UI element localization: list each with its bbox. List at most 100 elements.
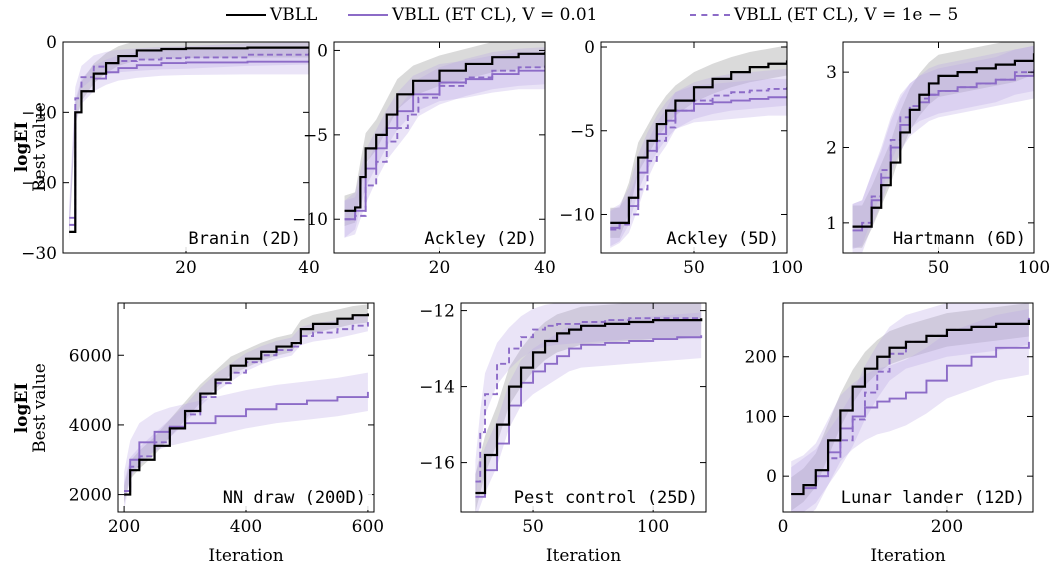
x-tick-label: 200 xyxy=(108,517,140,537)
confidence-band xyxy=(124,313,368,501)
series-line xyxy=(124,391,369,493)
legend-swatch-solid-black xyxy=(226,14,266,16)
y-tick-label: −14 xyxy=(419,378,455,398)
confidence-band xyxy=(124,304,368,504)
y-tick-label: −12 xyxy=(419,302,455,322)
x-tick-label: 50 xyxy=(522,517,544,537)
confidence-band xyxy=(344,42,545,226)
x-tick-label: 20 xyxy=(175,258,197,278)
title-box xyxy=(835,484,1031,510)
chart-title: Pest control (25D) xyxy=(514,488,698,508)
y-tick-label: 2 xyxy=(826,139,837,159)
x-tick-label: 50 xyxy=(928,258,950,278)
confidence-band xyxy=(852,45,1034,250)
x-tick-label: 50 xyxy=(683,258,705,278)
x-tick-label: 0 xyxy=(778,517,789,537)
title-box xyxy=(418,225,543,251)
x-axis-label: Iteration xyxy=(870,546,945,566)
chart-title: Lunar lander (12D) xyxy=(841,488,1025,508)
row-label-bold: logEI xyxy=(12,122,32,173)
chart-panel: 50 100 1 2 3 Hartmann (6D) xyxy=(826,41,1050,278)
x-tick-label: 100 xyxy=(771,258,803,278)
chart-title: Ackley (2D) xyxy=(424,229,537,249)
series-line xyxy=(344,52,545,212)
y-tick-label: −10 xyxy=(21,103,57,123)
plot-area xyxy=(124,304,370,511)
chart-title: Ackley (5D) xyxy=(666,229,779,249)
series-line xyxy=(69,60,309,226)
y-tick-label: 0 xyxy=(46,33,57,53)
legend: VBLL VBLL (ET CL), V = 0.01 VBLL (ET CL)… xyxy=(0,0,1050,30)
y-tick-label: 6000 xyxy=(69,346,112,366)
y-tick-label: −20 xyxy=(21,174,57,194)
x-tick-label: 200 xyxy=(931,517,963,537)
y-tick-label: 0 xyxy=(766,467,777,487)
y-tick-label: 3 xyxy=(826,63,837,83)
confidence-band xyxy=(344,52,545,238)
series-line xyxy=(475,317,702,483)
series-line xyxy=(124,313,370,496)
x-axis-label: Iteration xyxy=(208,546,283,566)
x-axis-label: Iteration xyxy=(546,546,621,566)
legend-item-et-1e5: VBLL (ET CL), V = 1e − 5 xyxy=(690,3,958,27)
chart-title: NN draw (200D) xyxy=(223,488,366,508)
plot-area xyxy=(344,42,545,238)
y-tick-label: 1 xyxy=(826,214,837,234)
legend-label: VBLL (ET CL), V = 0.01 xyxy=(392,5,598,25)
y-tick-label: 0 xyxy=(584,38,595,58)
series-line xyxy=(791,341,1030,496)
series-line xyxy=(610,87,787,231)
chart-panel: 50 100 −16 −14 −12 Pest control (25D) Iteratio… xyxy=(419,302,707,566)
chart-panel: 50 100 −10 −5 0 Ackley (5D) xyxy=(559,38,803,278)
x-tick-label: 40 xyxy=(298,258,320,278)
x-tick-label: 100 xyxy=(1018,258,1050,278)
y-tick-label: 100 xyxy=(745,407,777,427)
confidence-band xyxy=(791,308,1029,512)
legend-item-et-001: VBLL (ET CL), V = 0.01 xyxy=(348,3,597,27)
chart-panel: 0 200 0 100 200 Lunar lander (12D) Iteration xyxy=(745,302,1034,566)
confidence-band xyxy=(475,303,702,512)
x-tick-label: 100 xyxy=(637,517,669,537)
legend-swatch-dashed-purple xyxy=(690,14,730,16)
legend-label: VBLL (ET CL), V = 1e − 5 xyxy=(734,5,959,25)
x-tick-label: 400 xyxy=(230,517,262,537)
confidence-band xyxy=(610,78,787,247)
series-line xyxy=(852,53,1034,228)
legend-item-vbll: VBLL xyxy=(226,3,317,27)
confidence-band xyxy=(475,312,702,512)
axes-frame xyxy=(782,302,1034,513)
y-tick-label: −10 xyxy=(292,210,328,230)
confidence-band xyxy=(69,42,309,230)
y-tick-label: 200 xyxy=(745,348,777,368)
chart-title: Branin (2D) xyxy=(188,229,301,249)
series-line xyxy=(69,46,309,233)
series-line xyxy=(344,65,545,221)
plot-area xyxy=(791,303,1030,512)
y-tick-label: 4000 xyxy=(69,416,112,436)
series-line xyxy=(610,96,787,229)
row-label-sub: Best value xyxy=(30,363,50,453)
y-tick-label: −16 xyxy=(419,454,455,474)
y-tick-label: −5 xyxy=(570,122,595,142)
axes-frame xyxy=(460,302,707,513)
title-box xyxy=(217,484,372,510)
plot-area xyxy=(69,42,309,242)
series-line xyxy=(791,319,1030,496)
title-box xyxy=(660,225,785,251)
y-tick-label: −5 xyxy=(303,126,328,146)
chart-title: Hartmann (6D) xyxy=(893,229,1026,249)
chart-panel: 20 40 −10 −5 0 Ackley (2D) xyxy=(292,41,556,278)
series-line xyxy=(475,335,703,498)
y-tick-label: 0 xyxy=(317,41,328,61)
row-label-bold: logEI xyxy=(12,383,32,434)
y-tick-label: −10 xyxy=(559,205,595,225)
title-box xyxy=(887,225,1032,251)
chart-panel: 20 40 −30 −20 −10 0 Branin (2D) xyxy=(21,33,320,278)
series-line xyxy=(124,322,369,493)
plot-area xyxy=(610,45,787,248)
title-box xyxy=(182,225,307,251)
title-box xyxy=(508,484,704,510)
legend-label: VBLL xyxy=(270,5,318,25)
row-label-sub: Best value xyxy=(30,102,50,192)
